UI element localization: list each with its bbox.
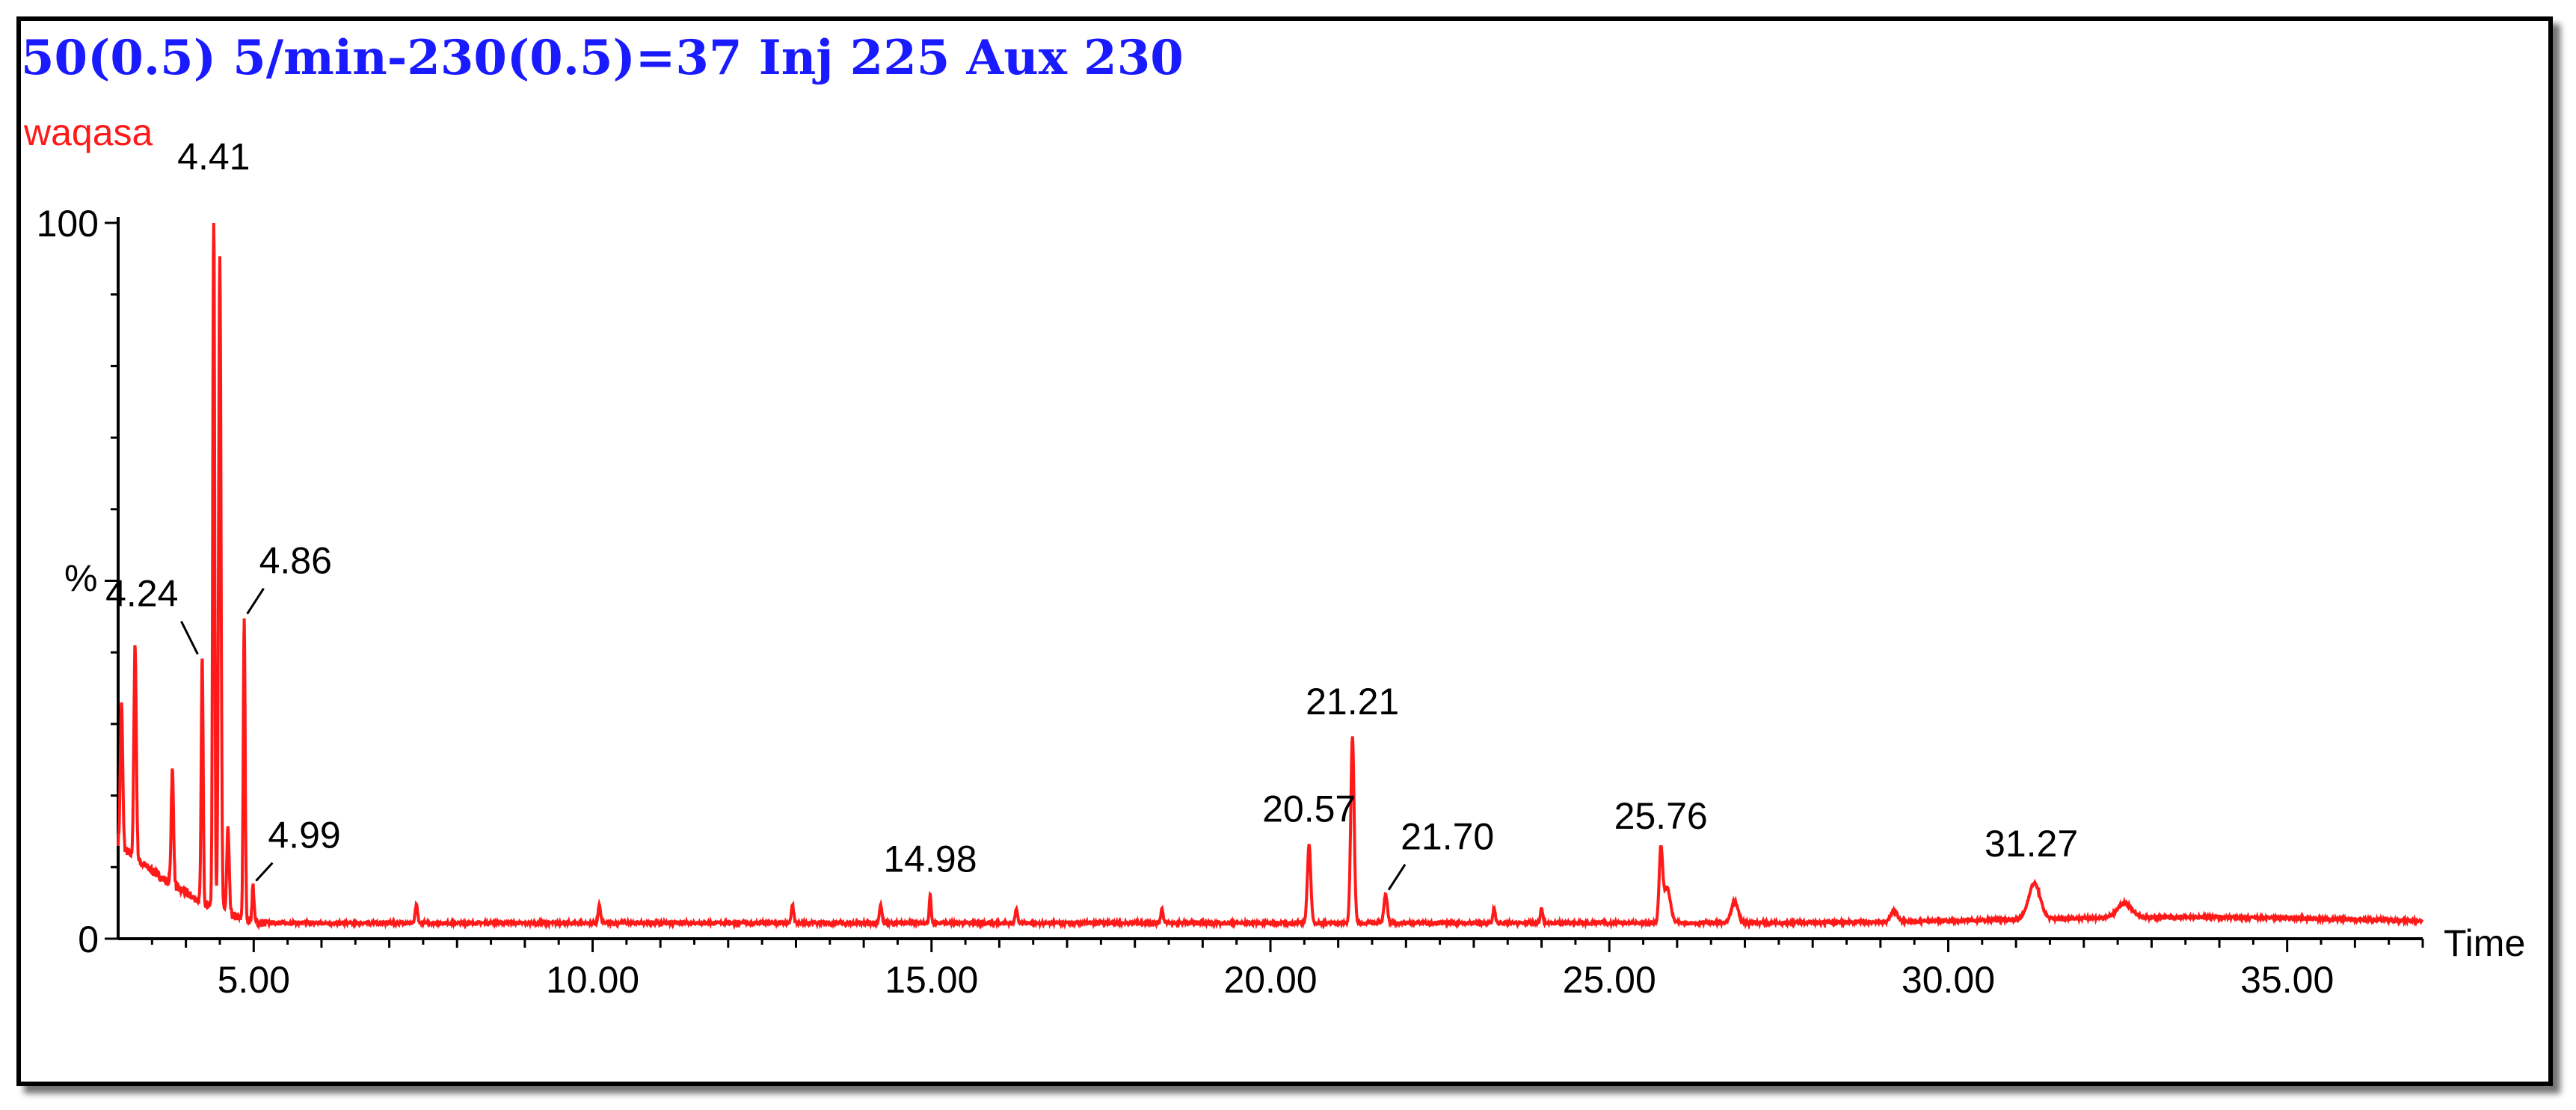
x-tick-label: 35.00 [2240, 959, 2334, 1001]
x-tick-label: 20.00 [1223, 959, 1317, 1001]
y-tick-label-0: 0 [78, 919, 99, 960]
x-tick-label: 30.00 [1902, 959, 1995, 1001]
y-tick-label-100: 100 [37, 203, 99, 245]
peak-leader-line [1387, 863, 1407, 891]
y-axis-label: % [64, 557, 97, 599]
peak-label-25-76: 25.76 [1614, 795, 1708, 837]
peak-leader-line [246, 587, 265, 615]
sample-name: waqasa [24, 111, 153, 153]
peak-label-4-24: 4.24 [105, 573, 178, 615]
axes: 100 0 5.00 10.00 15.00 20.00 25.00 30.00 35.00 [37, 203, 2424, 1001]
chromatogram-trace [117, 222, 2424, 930]
peak-leader-line [255, 862, 274, 882]
peak-label-21-70: 21.70 [1401, 816, 1494, 858]
x-tick-label: 25.00 [1563, 959, 1656, 1001]
x-axis-label: Time [2444, 922, 2525, 964]
peak-label-4-86: 4.86 [259, 540, 332, 582]
peak-label-4-41: 4.41 [177, 135, 250, 177]
x-tick-label: 15.00 [885, 959, 978, 1001]
x-tick-label: 5.00 [218, 959, 290, 1001]
peak-label-21-21: 21.21 [1306, 681, 1399, 723]
peak-labels: 4.24 4.41 4.86 4.99 14.98 20.57 21.21 21.70 25.7… [105, 135, 2078, 891]
method-title: 50(0.5) 5/min-230(0.5)=37 Inj 225 Aux 23… [21, 30, 1184, 86]
peak-leader-line [180, 620, 199, 655]
peak-label-4-99: 4.99 [268, 815, 340, 856]
x-tick-label: 10.00 [546, 959, 639, 1001]
peak-label-31-27: 31.27 [1985, 823, 2078, 865]
peak-label-14-98: 14.98 [883, 838, 977, 880]
peak-label-20-57: 20.57 [1262, 788, 1356, 830]
